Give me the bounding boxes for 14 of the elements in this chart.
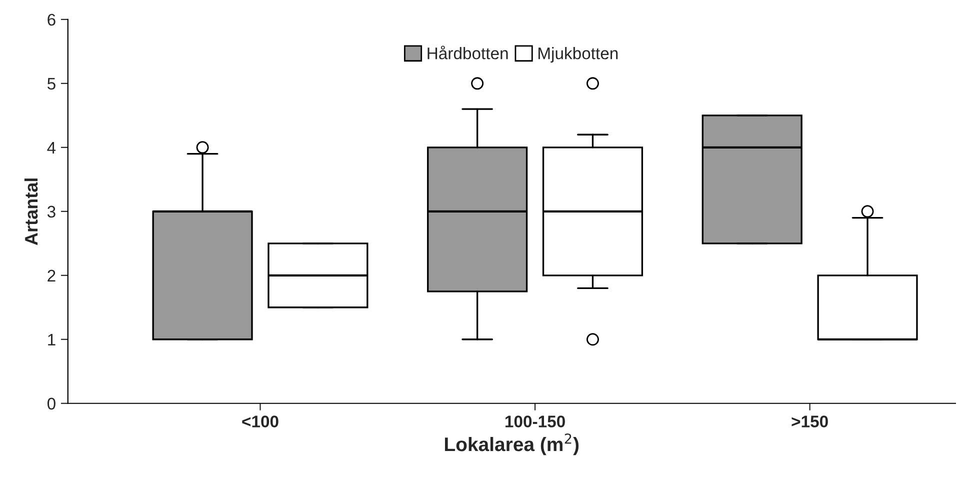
x-tick-label: 100-150 (506, 416, 565, 428)
x-tick-label: <100 (242, 416, 278, 428)
y-tick-label: 2 (48, 270, 56, 282)
y-tick-label: 3 (47, 206, 56, 218)
y-tick-label: 0 (47, 398, 56, 410)
x-axis-title: Lokalarea (m$^{2}$) (445, 434, 579, 456)
y-tick-label: 6 (48, 14, 56, 26)
y-tick-label: 1 (48, 334, 56, 346)
legend-label: Hårdbotten (428, 46, 508, 60)
y-tick-label: 4 (47, 142, 56, 154)
x-tick-label: >150 (792, 416, 828, 428)
y-axis-title: Artantal (24, 178, 38, 246)
y-tick-label: 5 (47, 78, 56, 90)
legend-label: Mjukbotten (538, 47, 618, 63)
